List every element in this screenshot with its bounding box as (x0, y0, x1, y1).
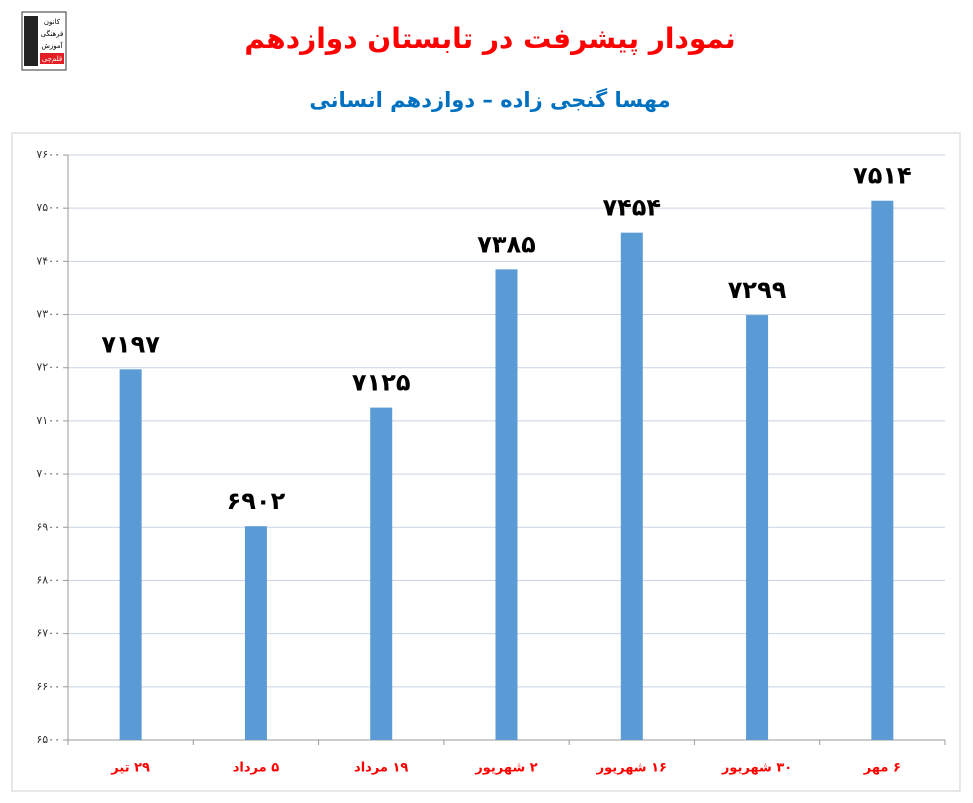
logo-text: کانون (44, 18, 61, 26)
x-tick-label: ۵ مرداد (233, 761, 279, 776)
bar (495, 269, 518, 740)
logo-text: قلم‌چی (42, 55, 62, 63)
logo-text: فرهنگی (41, 29, 64, 38)
x-tick-label: ۶ مهر (863, 761, 901, 776)
bar (871, 200, 894, 741)
y-tick-label: ۷۰۰۰ (36, 467, 60, 480)
y-tick-label: ۷۶۰۰ (36, 148, 60, 161)
data-label: ۷۱۹۷ (101, 330, 160, 358)
y-tick-label: ۶۹۰۰ (36, 520, 60, 533)
y-tick-label: ۷۵۰۰ (36, 201, 60, 214)
x-tick-label: ۳۰ شهریور (721, 761, 792, 776)
y-tick-label: ۶۸۰۰ (36, 573, 60, 586)
data-label: ۶۹۰۲ (227, 487, 286, 515)
data-label: ۷۳۸۵ (477, 230, 536, 258)
y-tick-label: ۶۶۰۰ (36, 680, 60, 693)
y-tick-label: ۶۵۰۰ (36, 733, 60, 746)
x-tick-label: ۱۶ شهریور (596, 761, 667, 776)
logo: کانون فرهنگی آموزش قلم‌چی (21, 11, 67, 71)
data-label: ۷۵۱۴ (853, 162, 912, 190)
y-tick-label: ۷۴۰۰ (36, 254, 60, 267)
x-tick-label: ۱۹ مرداد (354, 761, 408, 776)
logo-badge (40, 53, 64, 64)
logo-figure (24, 16, 38, 66)
logo-text: آموزش (41, 41, 63, 50)
y-tick-label: ۷۱۰۰ (36, 414, 60, 427)
y-tick-label: ۶۷۰۰ (36, 627, 60, 640)
bar (244, 526, 267, 740)
data-label: ۷۱۲۵ (352, 369, 411, 397)
x-tick-label: ۲۹ تیر (110, 761, 150, 776)
data-label: ۷۴۵۴ (602, 194, 661, 222)
chart-frame (11, 132, 961, 792)
y-tick-label: ۷۳۰۰ (36, 308, 60, 321)
bar (370, 407, 393, 740)
y-tick-label: ۷۲۰۰ (36, 361, 60, 374)
data-label: ۷۲۹۹ (728, 276, 787, 304)
x-tick-label: ۲ شهریور (474, 761, 538, 776)
bar (119, 369, 142, 740)
bar (620, 232, 643, 741)
chart-subtitle: مهسا گنجی زاده – دوازدهم انسانی (309, 87, 670, 112)
chart-title: نمودار پیشرفت در تابستان دوازدهم (244, 22, 735, 55)
bar (746, 315, 769, 740)
